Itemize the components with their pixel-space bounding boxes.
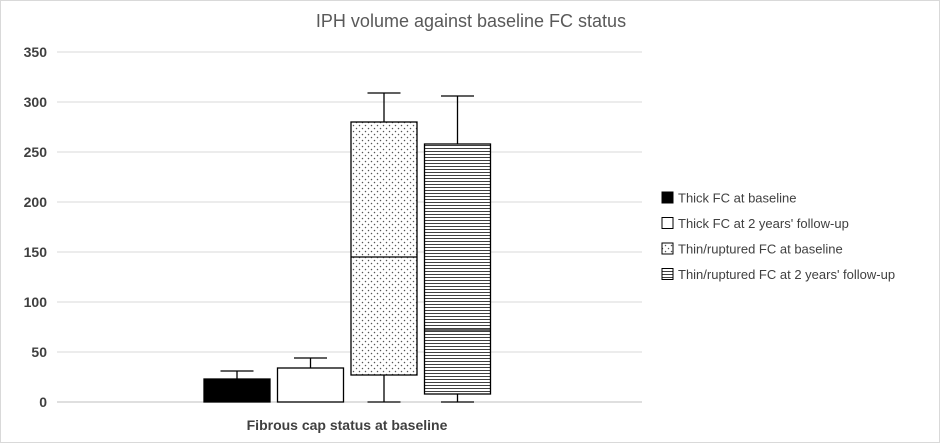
legend-swatch <box>661 242 674 255</box>
legend-swatch <box>661 191 674 204</box>
y-tick-label: 50 <box>31 344 47 360</box>
grid-layer <box>57 51 642 353</box>
box-body <box>203 378 271 403</box>
legend-item: Thick FC at 2 years' follow-up <box>661 216 849 231</box>
legend-label: Thin/ruptured FC at 2 years' follow-up <box>678 267 895 282</box>
legend-item: Thin/ruptured FC at baseline <box>661 242 843 257</box>
legend: Thick FC at baseline Thick FC at 2 years'… <box>661 191 895 282</box>
legend-label: Thick FC at baseline <box>678 191 797 206</box>
box-body <box>423 143 492 395</box>
legend-label: Thick FC at 2 years' follow-up <box>678 216 849 231</box>
y-tick-label: 150 <box>24 244 48 260</box>
y-tick-label: 300 <box>24 94 48 110</box>
box-body <box>350 121 418 376</box>
box-2 <box>276 357 345 403</box>
box-body <box>276 367 345 403</box>
box-3 <box>350 92 418 403</box>
box-4 <box>423 95 492 403</box>
y-tick-label: 350 <box>24 44 48 60</box>
legend-label: Thin/ruptured FC at baseline <box>678 242 843 257</box>
chart-title: IPH volume against baseline FC status <box>316 11 626 31</box>
y-tick-label: 250 <box>24 144 48 160</box>
y-axis-ticks: 0 50 100 150 200 250 300 350 <box>24 44 48 410</box>
y-tick-label: 200 <box>24 194 48 210</box>
y-tick-label: 100 <box>24 294 48 310</box>
legend-swatch <box>661 268 674 280</box>
legend-item: Thin/ruptured FC at 2 years' follow-up <box>661 267 895 282</box>
box-layer <box>203 92 492 403</box>
y-tick-label: 0 <box>39 394 47 410</box>
legend-swatch <box>661 217 674 229</box>
x-axis-label: Fibrous cap status at baseline <box>247 417 448 433</box>
legend-item: Thick FC at baseline <box>661 191 797 206</box>
box-1 <box>203 370 271 403</box>
